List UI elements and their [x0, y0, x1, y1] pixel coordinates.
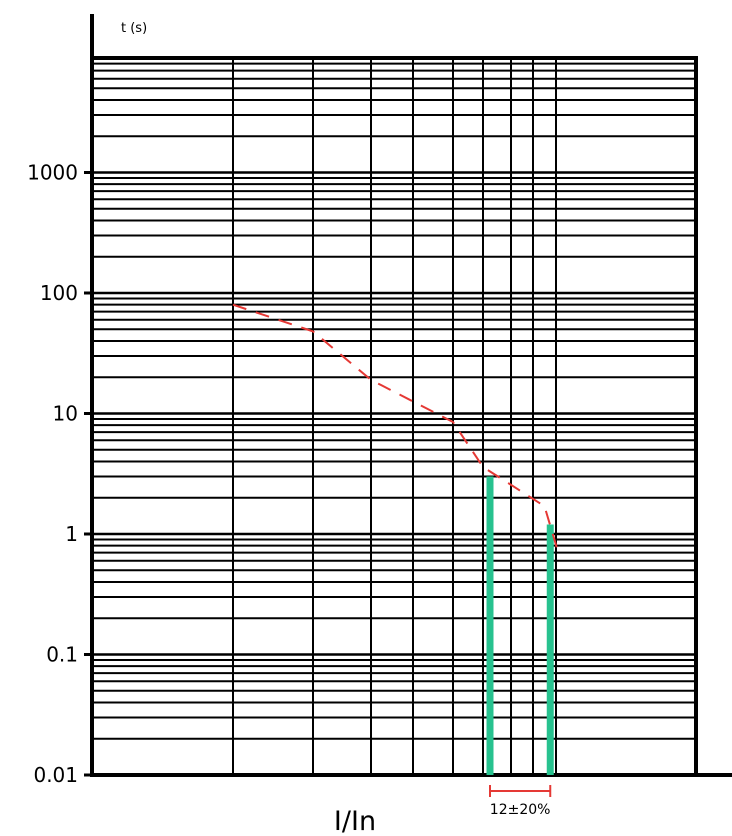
trip-curve-line [232, 303, 560, 553]
y-axis-label: t (s) [121, 21, 147, 36]
tolerance-annotation: 12±20% [489, 785, 552, 818]
axes [90, 14, 732, 777]
tolerance-label: 12±20% [490, 802, 551, 818]
grid-lines [92, 58, 696, 775]
y-tick-label: 1000 [27, 161, 78, 185]
y-tick-label: 0.01 [33, 763, 78, 787]
y-tick-label: 0.1 [46, 643, 78, 667]
x-axis-label: I/In [334, 806, 376, 836]
plot-frame [90, 56, 698, 775]
y-tick-label: 100 [40, 281, 78, 305]
y-tick-label: 10 [53, 402, 78, 426]
trip-curve-series [232, 303, 560, 553]
y-tick-labels: 1000 100 10 1 0.1 0.01 [27, 161, 92, 787]
current-markers [486, 476, 554, 775]
y-tick-label: 1 [65, 522, 78, 546]
